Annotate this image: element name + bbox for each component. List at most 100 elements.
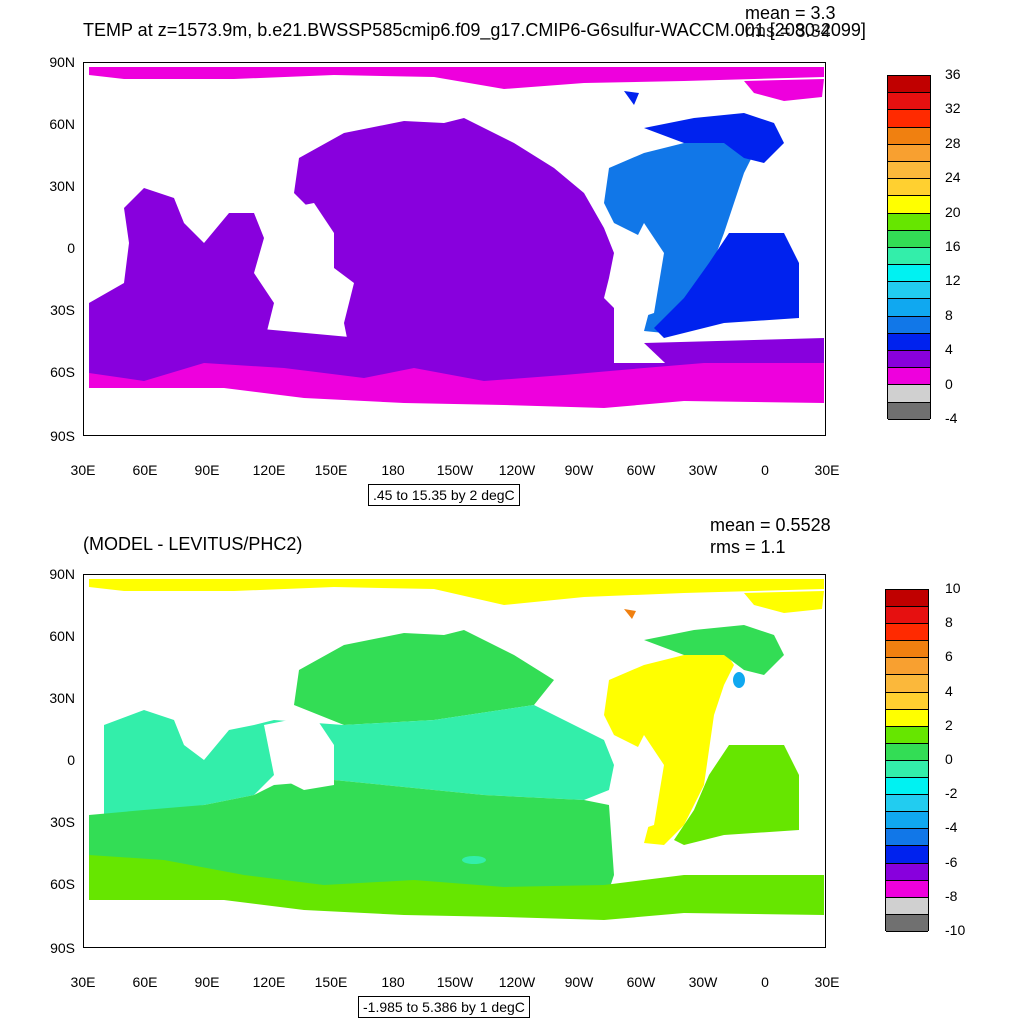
colorbar-label: -4 <box>945 410 958 426</box>
bottom-rms: rms = 1.1 <box>710 537 786 557</box>
bottom-map-panel: (MODEL - LEVITUS/PHC2) mean = 0.5528 rms… <box>0 512 1024 1024</box>
top-north-atlantic-deep <box>644 113 784 163</box>
colorbar-swatch <box>886 624 928 642</box>
colorbar-swatch <box>888 230 930 248</box>
colorbar-swatch <box>888 282 930 300</box>
colorbar-label: -4 <box>945 819 958 836</box>
colorbar-swatch <box>886 590 928 608</box>
top-lat-tick: 90N <box>49 54 75 70</box>
bottom-map-plot <box>83 574 826 948</box>
colorbar-swatch <box>886 743 928 761</box>
top-lon-tick: 30E <box>70 462 96 478</box>
bottom-lon-tick: 0 <box>761 974 769 990</box>
bottom-range-box: -1.985 to 5.386 by 1 degC <box>358 996 530 1018</box>
bottom-lon-tick: 30W <box>688 974 718 990</box>
bottom-map-svg <box>89 579 824 920</box>
colorbar-swatch <box>888 402 930 420</box>
colorbar-swatch <box>888 333 930 351</box>
bottom-title: (MODEL - LEVITUS/PHC2) <box>83 534 303 554</box>
bottom-lon-tick: 150E <box>314 974 348 990</box>
top-lon-tick: 90E <box>194 462 220 478</box>
bottom-lat-tick: 90N <box>49 566 75 582</box>
colorbar-swatch <box>888 368 930 386</box>
colorbar-swatch <box>886 607 928 625</box>
bottom-colorbar <box>885 589 929 932</box>
colorbar-swatch <box>888 76 930 94</box>
colorbar-swatch <box>886 812 928 830</box>
colorbar-label: 28 <box>945 134 961 151</box>
top-lon-tick: 120E <box>252 462 286 478</box>
top-lat-tick: 30N <box>49 178 75 194</box>
colorbar-label: 4 <box>945 341 953 358</box>
bottom-south-spot <box>462 856 486 864</box>
top-lat-tick: 60N <box>49 116 75 132</box>
colorbar-label: 4 <box>945 682 953 699</box>
colorbar-swatch <box>888 299 930 317</box>
top-lon-tick: 180 <box>381 462 405 478</box>
colorbar-swatch <box>886 897 928 915</box>
top-range-box: .45 to 15.35 by 2 degC <box>368 484 520 506</box>
colorbar-label: 6 <box>945 648 953 665</box>
colorbar-label: 20 <box>945 203 961 220</box>
bottom-lat-tick: 30S <box>50 814 75 830</box>
colorbar-swatch <box>886 846 928 864</box>
top-lon-tick: 60W <box>626 462 656 478</box>
colorbar-swatch <box>888 179 930 197</box>
colorbar-swatch <box>888 196 930 214</box>
bottom-lon-tick: 150W <box>436 974 474 990</box>
colorbar-label: 32 <box>945 100 961 117</box>
bottom-lon-tick: 30E <box>70 974 96 990</box>
bottom-lat-tick: 90S <box>50 940 75 956</box>
top-southern-ocean-magenta <box>89 363 824 408</box>
colorbar-swatch <box>886 675 928 693</box>
bottom-north-pacific <box>294 630 554 725</box>
bottom-lon-tick: 60W <box>626 974 656 990</box>
top-south-atlantic-region <box>654 233 799 338</box>
top-arctic-atlantic <box>744 79 824 101</box>
top-lon-tick: 60E <box>132 462 158 478</box>
top-map-plot <box>83 62 826 436</box>
colorbar-swatch <box>886 795 928 813</box>
colorbar-label: 10 <box>945 580 961 596</box>
top-lon-tick: 150E <box>314 462 348 478</box>
bottom-south-america-gap <box>624 735 664 835</box>
bottom-med-spot <box>733 672 745 688</box>
colorbar-label: 8 <box>945 306 953 323</box>
colorbar-label: -8 <box>945 887 958 904</box>
colorbar-label: 16 <box>945 238 961 254</box>
bottom-arctic-band <box>89 579 824 605</box>
colorbar-label: -2 <box>945 785 958 802</box>
top-arctic-band <box>89 67 824 89</box>
colorbar-label: -10 <box>945 922 966 938</box>
bottom-lon-tick: 120W <box>498 974 536 990</box>
top-lat-tick: 30S <box>50 302 75 318</box>
top-pacific-region <box>294 118 614 373</box>
top-lon-tick: 90W <box>564 462 594 478</box>
colorbar-swatch <box>886 641 928 659</box>
colorbar-swatch <box>888 110 930 128</box>
top-lon-tick: 120W <box>498 462 536 478</box>
top-atlantic-region <box>604 131 754 333</box>
top-lon-tick: 30W <box>688 462 718 478</box>
bottom-north-atlantic-green <box>644 625 784 675</box>
bottom-far-south <box>89 855 824 920</box>
colorbar-label: 2 <box>945 716 953 733</box>
colorbar-swatch <box>886 914 928 932</box>
colorbar-label: 12 <box>945 272 961 289</box>
top-lat-tick: 0 <box>67 240 75 256</box>
bottom-lon-tick: 60E <box>132 974 158 990</box>
top-rms: rms = 3.34 <box>745 21 831 41</box>
bottom-south-atlantic-lime <box>674 745 799 845</box>
bottom-southern-green <box>89 780 614 895</box>
bottom-lat-tick: 30N <box>49 690 75 706</box>
colorbar-swatch <box>888 265 930 283</box>
colorbar-swatch <box>886 658 928 676</box>
colorbar-label: -6 <box>945 853 958 870</box>
colorbar-swatch <box>886 709 928 727</box>
top-map-panel: TEMP at z=1573.9m, b.e21.BWSSP585cmip6.f… <box>49 3 961 506</box>
top-lat-tick: 60S <box>50 364 75 380</box>
colorbar-swatch <box>888 161 930 180</box>
colorbar-swatch <box>888 316 930 334</box>
colorbar-swatch <box>888 351 930 369</box>
colorbar-swatch <box>888 385 930 403</box>
